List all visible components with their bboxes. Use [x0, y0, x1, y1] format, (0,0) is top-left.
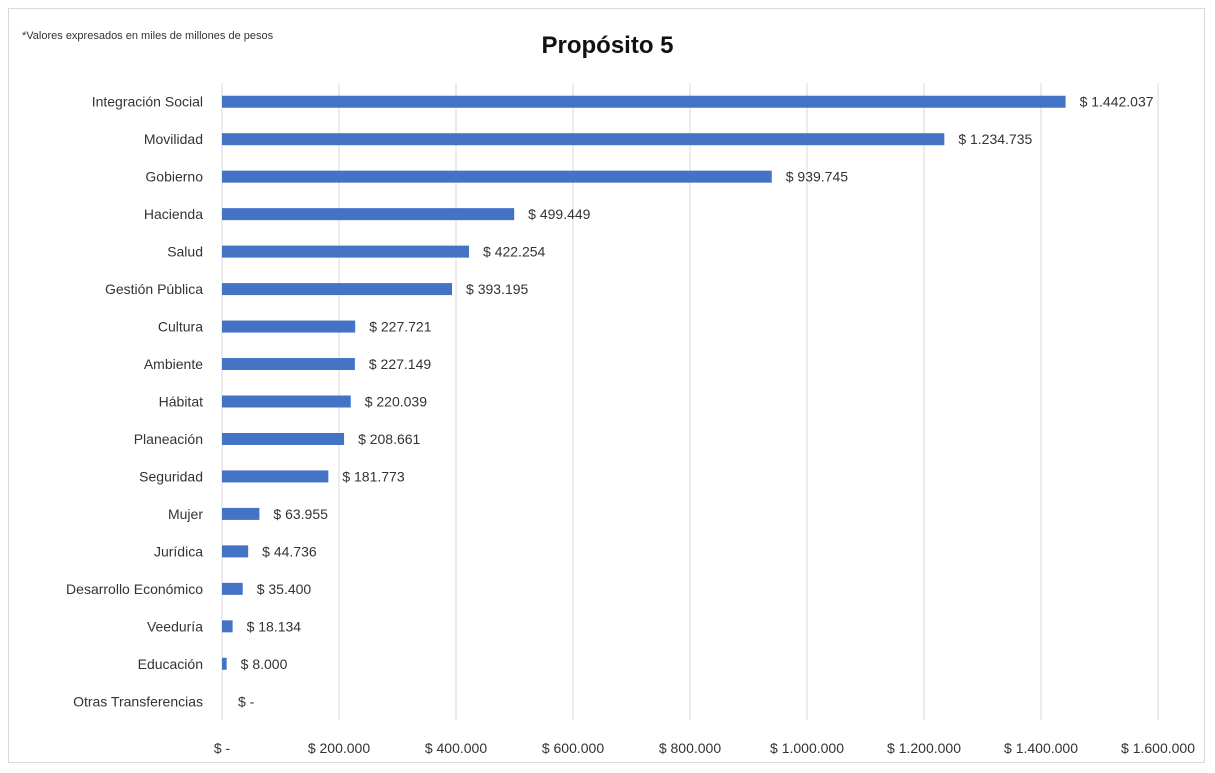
- data-label: $ 422.254: [483, 244, 545, 260]
- bar: [222, 395, 351, 408]
- category-label: Movilidad: [144, 131, 203, 147]
- data-label: $ 393.195: [466, 281, 528, 297]
- category-label: Planeación: [134, 431, 203, 447]
- data-label: $ 939.745: [786, 169, 848, 185]
- category-label: Gestión Pública: [105, 281, 203, 297]
- bar: [222, 245, 470, 258]
- tick-label: $ 800.000: [659, 740, 721, 756]
- tick-label: $ 400.000: [425, 740, 487, 756]
- chart-note: *Valores expresados en miles de millones…: [22, 30, 274, 42]
- bar: [222, 170, 772, 183]
- tick-label: $ -: [214, 740, 231, 756]
- data-labels: $ 1.442.037 $ 1.234.735 $ 939.745 $ 499.449…: [238, 94, 1154, 710]
- data-label: $ -: [238, 693, 255, 709]
- gridlines: [221, 83, 1159, 720]
- tick-label: $ 1.000.000: [770, 740, 844, 756]
- tick-label: $ 1.600.000: [1121, 740, 1195, 756]
- category-label: Desarrollo Económico: [66, 581, 203, 597]
- category-label: Educación: [138, 656, 203, 672]
- bar: [222, 283, 453, 296]
- bar: [222, 582, 243, 595]
- tick-label: $ 200.000: [308, 740, 370, 756]
- category-label: Ambiente: [144, 356, 203, 372]
- data-label: $ 227.721: [369, 319, 431, 335]
- bar: [222, 620, 233, 633]
- bar: [222, 545, 249, 558]
- category-label: Otras Transferencias: [73, 693, 203, 709]
- bar: [222, 657, 227, 670]
- bar: [222, 470, 329, 483]
- category-label: Cultura: [158, 319, 203, 335]
- data-label: $ 208.661: [358, 431, 420, 447]
- data-label: $ 63.955: [273, 506, 328, 522]
- data-label: $ 227.149: [369, 356, 431, 372]
- tick-labels: $ - $ 200.000 $ 400.000 $ 600.000 $ 800.000 $…: [214, 740, 1195, 756]
- bars: [222, 95, 1066, 670]
- data-label: $ 44.736: [262, 543, 317, 559]
- category-label: Hábitat: [159, 394, 203, 410]
- bar: [222, 358, 355, 371]
- data-label: $ 18.134: [247, 618, 302, 634]
- data-label: $ 499.449: [528, 206, 590, 222]
- bar: [222, 95, 1066, 108]
- chart-title: Propósito 5: [541, 32, 674, 59]
- tick-label: $ 1.400.000: [1004, 740, 1078, 756]
- data-label: $ 1.442.037: [1080, 94, 1154, 110]
- category-label: Integración Social: [92, 94, 203, 110]
- category-label: Hacienda: [144, 206, 203, 222]
- category-label: Veeduría: [147, 618, 203, 634]
- bar: [222, 432, 345, 445]
- bar: [222, 208, 515, 221]
- category-label: Gobierno: [145, 169, 203, 185]
- bar: [222, 320, 356, 333]
- data-label: $ 181.773: [342, 468, 404, 484]
- category-label: Salud: [167, 244, 203, 260]
- category-label: Seguridad: [139, 468, 203, 484]
- category-labels: Integración Social Movilidad Gobierno Hacie…: [66, 94, 203, 710]
- data-label: $ 1.234.735: [958, 131, 1032, 147]
- tick-label: $ 1.200.000: [887, 740, 961, 756]
- data-label: $ 35.400: [257, 581, 312, 597]
- data-label: $ 8.000: [241, 656, 288, 672]
- tick-label: $ 600.000: [542, 740, 604, 756]
- data-label: $ 220.039: [365, 394, 427, 410]
- category-label: Mujer: [168, 506, 203, 522]
- category-label: Jurídica: [154, 543, 203, 559]
- bar: [222, 507, 260, 520]
- bar: [222, 133, 945, 146]
